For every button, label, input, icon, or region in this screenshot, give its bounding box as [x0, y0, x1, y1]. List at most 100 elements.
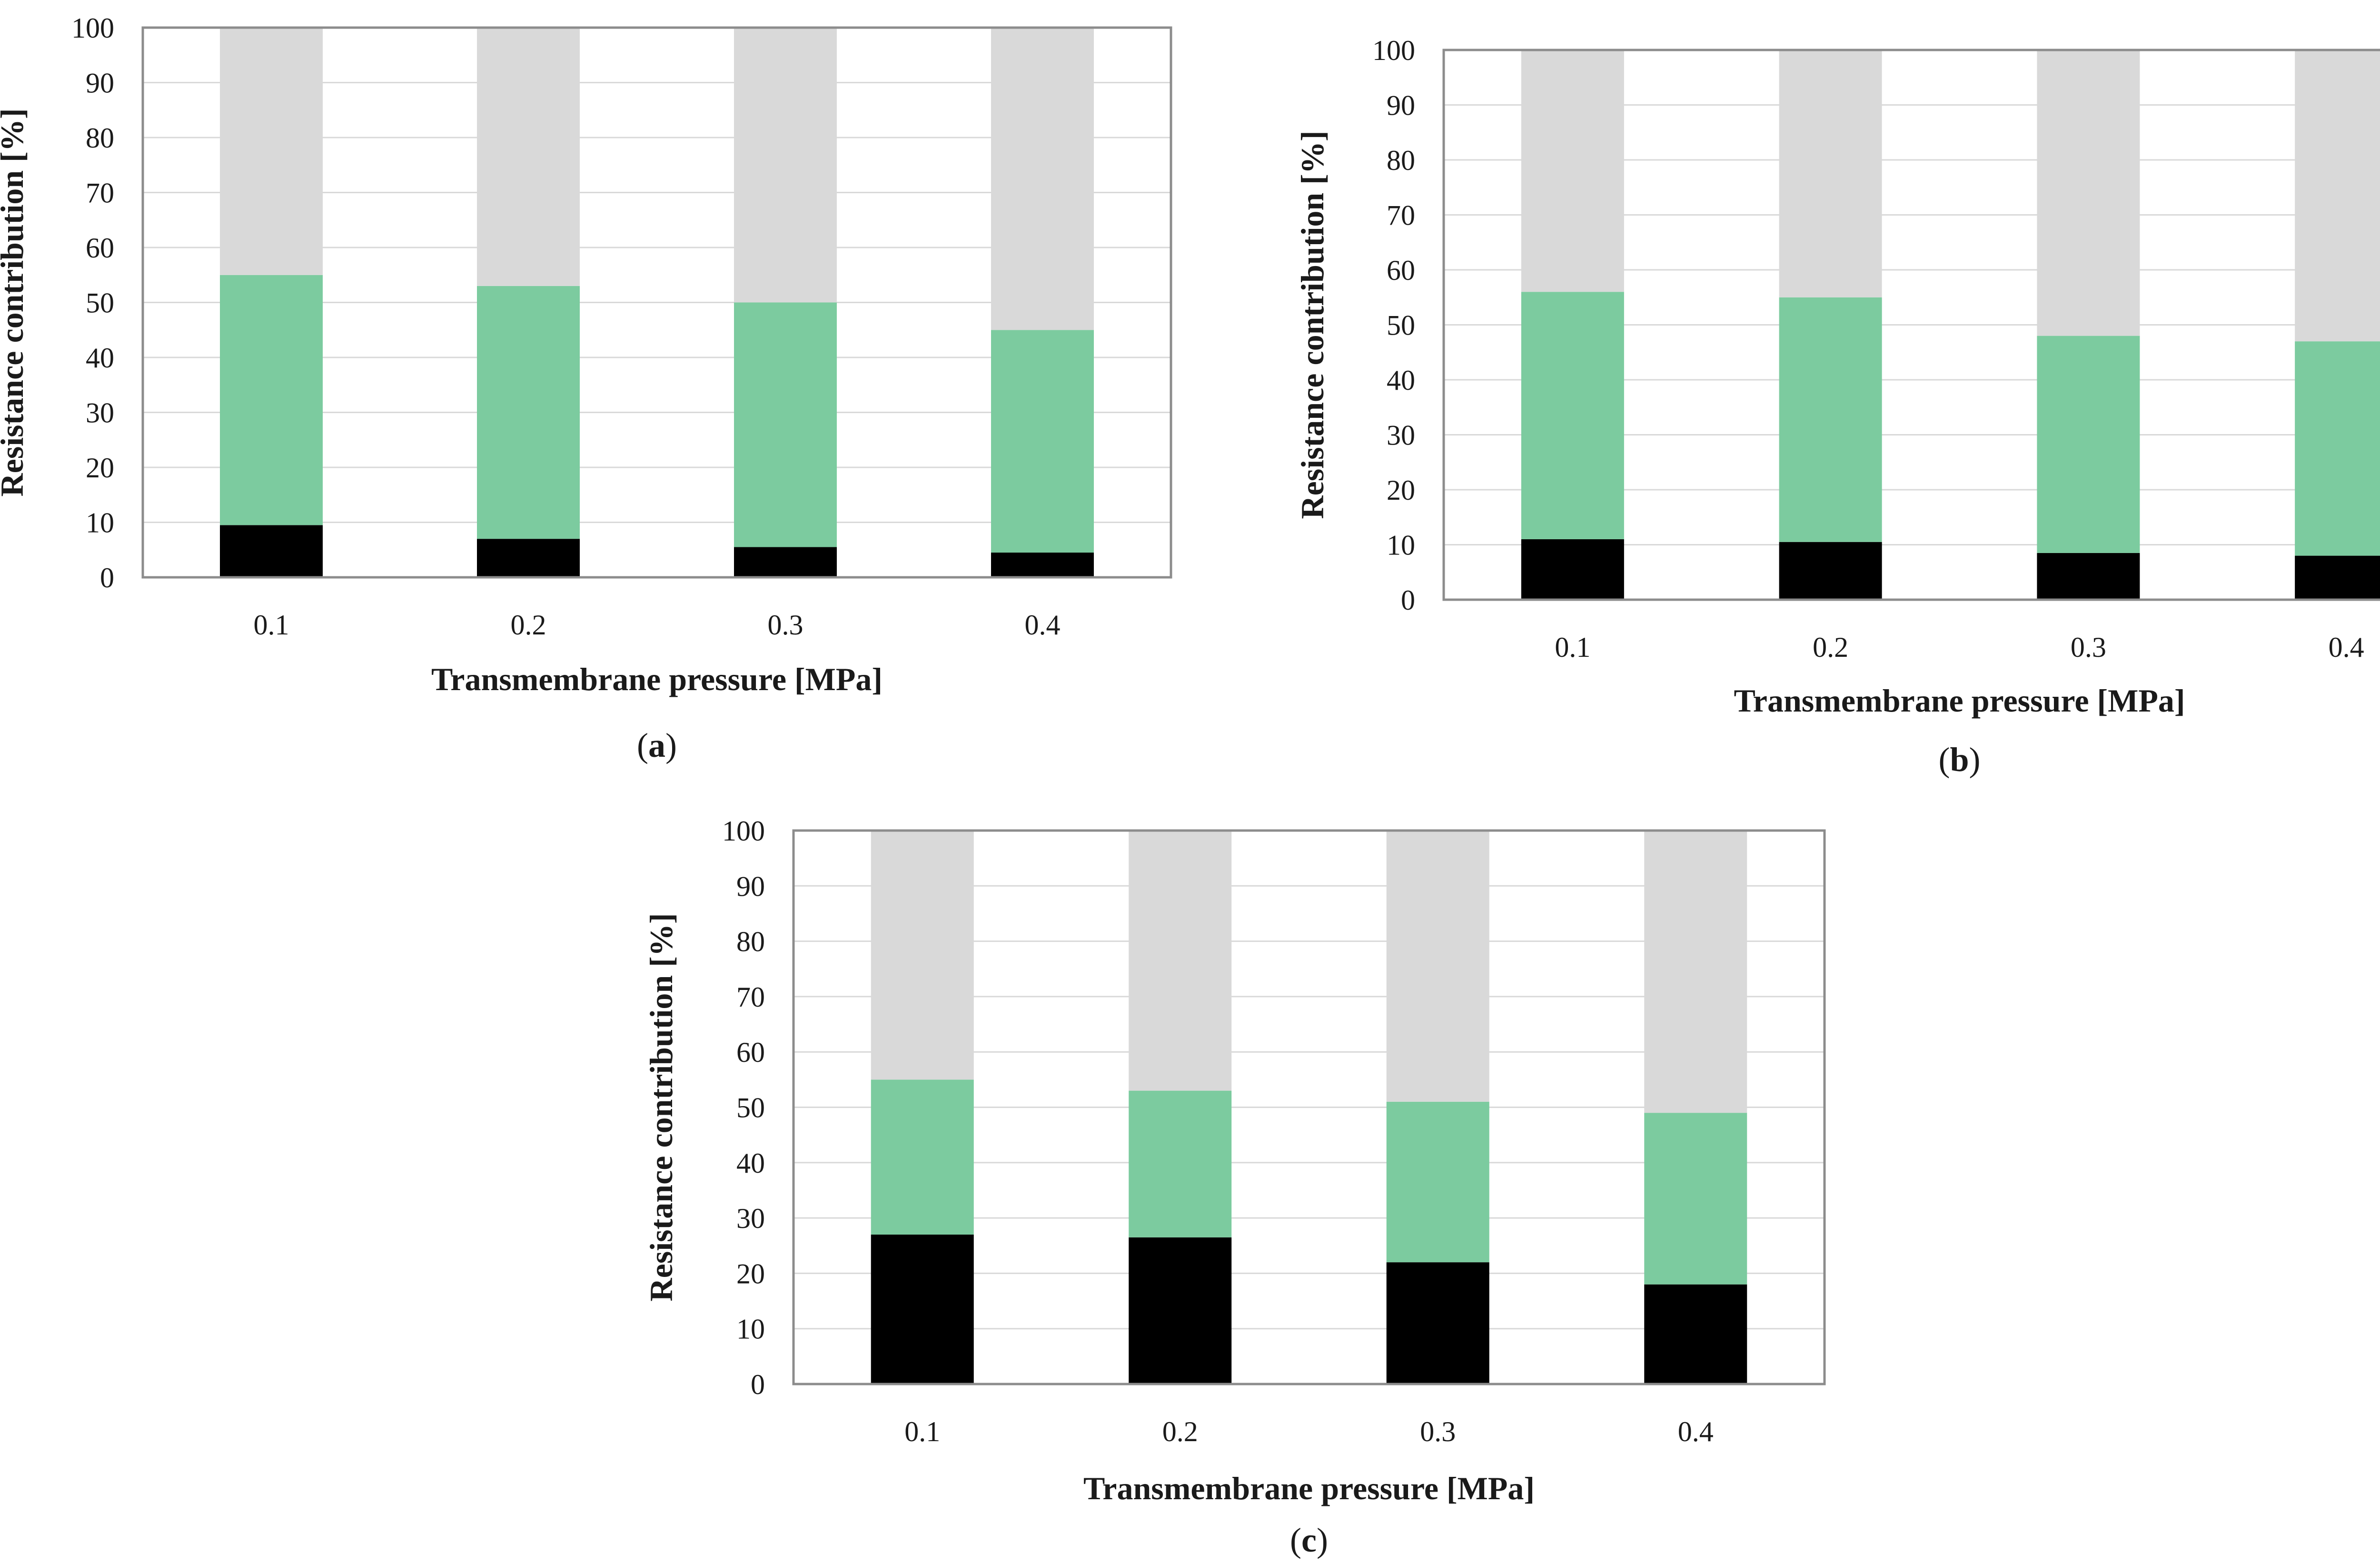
- y-tick-label: 90: [1387, 90, 1415, 121]
- bar-segment-top-0.3: [2037, 50, 2140, 336]
- panel-letter: a: [648, 726, 665, 764]
- bar-segment-middle-0.4: [2295, 341, 2380, 556]
- x-tick-label: 0.2: [1813, 632, 1848, 663]
- y-tick-label: 30: [736, 1203, 765, 1234]
- bar-segment-middle-0.4: [1644, 1113, 1747, 1285]
- y-tick-label: 60: [736, 1037, 765, 1068]
- bar-segment-bottom-0.3: [734, 547, 837, 577]
- bar-segment-bottom-0.4: [2295, 555, 2380, 600]
- panel-caption: (b): [1938, 741, 1980, 779]
- bar-segment-top-0.4: [991, 28, 1094, 330]
- bar-segment-top-0.1: [1521, 50, 1624, 292]
- bar-segment-top-0.2: [1779, 50, 1882, 297]
- bar-segment-top-0.2: [1129, 831, 1232, 1091]
- y-tick-label: 100: [71, 12, 114, 44]
- bar-segment-top-0.1: [871, 831, 974, 1080]
- x-tick-label: 0.2: [511, 609, 546, 641]
- bar-segment-bottom-0.1: [220, 525, 323, 577]
- y-tick-label: 50: [736, 1092, 765, 1124]
- bar-segment-bottom-0.3: [2037, 553, 2140, 600]
- x-tick-label: 0.3: [1420, 1416, 1456, 1447]
- y-tick-label: 70: [1387, 200, 1415, 231]
- panel-letter: b: [1950, 741, 1969, 779]
- chart-panel-a: 0.1 0.2 0.3 0.4 0 10 20 30 40 50 60 70 80 90 100 Transm…: [0, 12, 1172, 764]
- x-tick-label: 0.4: [1025, 609, 1061, 641]
- bar-segment-top-0.4: [2295, 50, 2380, 342]
- y-axis-label: Resistance contribution [%]: [1294, 131, 1330, 519]
- x-tick-label: 0.1: [904, 1416, 940, 1447]
- chart-panel-b: 0.1 0.2 0.3 0.4 0 10 20 30 40 50 60 70 80 90 100 Transm…: [1294, 35, 2380, 779]
- bar-segment-top-0.2: [477, 28, 580, 286]
- plot-area-border: [792, 829, 1826, 1385]
- y-tick-label: 10: [736, 1314, 765, 1345]
- bar-segment-bottom-0.4: [991, 553, 1094, 577]
- y-tick-label: 0: [100, 562, 114, 594]
- x-tick-label: 0.3: [2071, 632, 2106, 663]
- y-tick-label: 80: [86, 122, 114, 154]
- panel-letter: c: [1301, 1521, 1317, 1559]
- panel-caption: (c): [1290, 1521, 1328, 1559]
- chart-panel-c: 0.1 0.2 0.3 0.4 0 10 20 30 40 50 60 70 80 90 100 Transm…: [643, 815, 1826, 1559]
- x-tick-label: 0.1: [1555, 632, 1590, 663]
- y-tick-label: 100: [1372, 35, 1415, 66]
- bar-segment-middle-0.1: [220, 275, 323, 525]
- y-tick-label: 40: [1387, 365, 1415, 396]
- y-tick-label: 60: [1387, 255, 1415, 286]
- y-tick-label: 20: [736, 1258, 765, 1289]
- panel-caption: (a): [637, 726, 677, 764]
- y-tick-label: 50: [1387, 310, 1415, 341]
- y-tick-label: 100: [722, 815, 765, 847]
- x-axis-label: Transmembrane pressure [MPa]: [431, 661, 883, 697]
- x-tick-label: 0.4: [2329, 632, 2364, 663]
- bar-segment-middle-0.1: [1521, 292, 1624, 539]
- bar-segment-bottom-0.1: [871, 1234, 974, 1384]
- bar-segment-middle-0.4: [991, 330, 1094, 553]
- y-tick-label: 40: [86, 342, 114, 374]
- y-tick-label: 60: [86, 232, 114, 264]
- y-tick-label: 80: [1387, 145, 1415, 176]
- x-tick-label: 0.3: [768, 609, 803, 641]
- bar-segment-top-0.4: [1644, 831, 1747, 1113]
- bar-segment-middle-0.3: [2037, 336, 2140, 553]
- bar-segment-top-0.3: [1386, 831, 1489, 1102]
- bar-segment-bottom-0.2: [477, 539, 580, 577]
- y-tick-label: 70: [736, 981, 765, 1013]
- y-tick-label: 30: [86, 397, 114, 429]
- y-tick-label: 0: [1401, 584, 1415, 616]
- bar-segment-middle-0.1: [871, 1079, 974, 1235]
- y-tick-label: 20: [1387, 475, 1415, 506]
- y-tick-label: 30: [1387, 420, 1415, 451]
- bar-segment-middle-0.3: [1386, 1101, 1489, 1263]
- y-tick-label: 0: [751, 1369, 765, 1400]
- bar-segment-bottom-0.3: [1386, 1262, 1489, 1384]
- y-tick-label: 40: [736, 1148, 765, 1179]
- x-tick-label: 0.2: [1162, 1416, 1198, 1447]
- bar-segment-middle-0.2: [1779, 297, 1882, 542]
- bar-segment-top-0.3: [734, 28, 837, 303]
- y-tick-label: 70: [86, 178, 114, 209]
- y-tick-label: 80: [736, 926, 765, 958]
- x-axis-label: Transmembrane pressure [MPa]: [1734, 683, 2185, 719]
- y-tick-label: 10: [86, 507, 114, 539]
- y-axis-label: Resistance contribution [%]: [643, 913, 679, 1302]
- bar-segment-middle-0.2: [477, 286, 580, 539]
- y-axis-label: Resistance contribution [%]: [0, 109, 30, 497]
- y-tick-label: 20: [86, 452, 114, 484]
- bar-segment-bottom-0.1: [1521, 539, 1624, 600]
- y-tick-label: 90: [86, 68, 114, 99]
- x-tick-label: 0.4: [1678, 1416, 1714, 1447]
- x-tick-label: 0.1: [254, 609, 289, 641]
- bar-segment-middle-0.2: [1129, 1090, 1232, 1237]
- y-tick-label: 90: [736, 871, 765, 902]
- bar-segment-bottom-0.2: [1129, 1237, 1232, 1384]
- y-tick-label: 50: [86, 287, 114, 319]
- bar-segment-bottom-0.4: [1644, 1284, 1747, 1384]
- bar-segment-middle-0.3: [734, 302, 837, 547]
- plot-area-border: [141, 26, 1172, 579]
- bar-segment-top-0.1: [220, 28, 323, 275]
- x-axis-label: Transmembrane pressure [MPa]: [1083, 1470, 1535, 1506]
- plot-area-border: [1442, 49, 2380, 601]
- bar-segment-bottom-0.2: [1779, 542, 1882, 600]
- y-tick-label: 10: [1387, 530, 1415, 561]
